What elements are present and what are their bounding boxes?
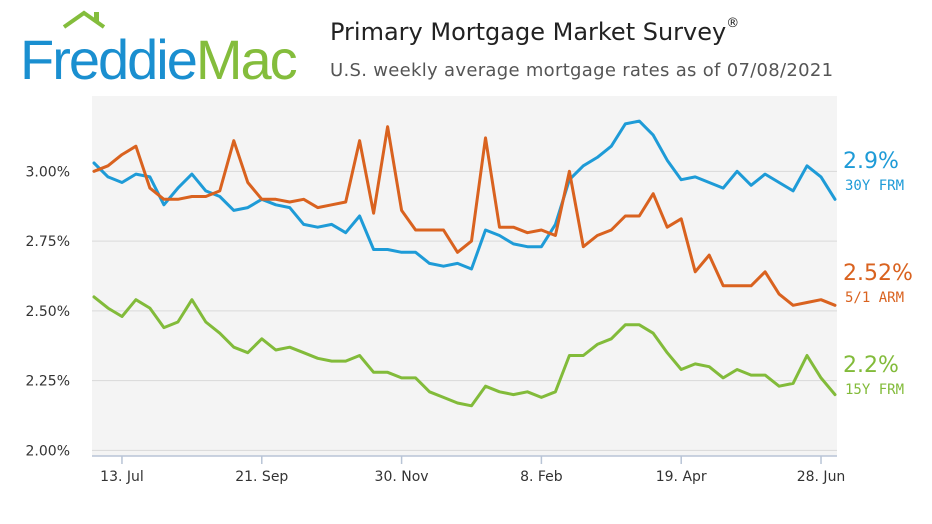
end-value-label: 2.52% (843, 261, 913, 286)
y-tick-label: 3.00% (26, 164, 70, 180)
logo-word-mac: Mac (195, 28, 298, 91)
end-value-label: 2.9% (843, 149, 899, 174)
end-value-label: 2.2% (843, 353, 899, 378)
chart-title: Primary Mortgage Market Survey® (330, 16, 740, 46)
y-axis: 2.00% 2.25% 2.50% 2.75% 3.00% (26, 164, 70, 459)
freddie-mac-logo: FreddieMac (16, 8, 316, 91)
y-tick-label: 2.00% (26, 443, 70, 459)
chart-title-text: Primary Mortgage Market Survey (330, 18, 727, 46)
plot-area (92, 96, 837, 456)
logo-wordmark: FreddieMac (20, 28, 298, 91)
series-line-30y-frm (92, 119, 837, 271)
x-tick-label: 28. Jun (797, 469, 846, 485)
y-tick-label: 2.75% (26, 234, 70, 250)
x-tick-label: 13. Jul (100, 469, 144, 485)
end-labels: 2.9% 30Y FRM 2.52% 5/1 ARM 2.2% 15Y FRM (843, 149, 913, 398)
house-roof-icon (62, 10, 106, 29)
x-tick-label: 30. Nov (375, 469, 429, 485)
series-name-label: 30Y FRM (845, 178, 904, 194)
series-name-label: 15Y FRM (845, 382, 904, 398)
series-name-label: 5/1 ARM (845, 290, 904, 306)
registered-mark: ® (726, 16, 740, 31)
x-tick-label: 19. Apr (656, 469, 707, 485)
y-tick-label: 2.50% (26, 304, 70, 320)
grid-lines (92, 170, 837, 451)
series-line-5-1-arm (92, 125, 837, 307)
end-label-group: 2.9% 30Y FRM (843, 149, 904, 194)
x-axis: 13. Jul 21. Sep 30. Nov 8. Feb 19. Apr 28. Ju… (92, 455, 846, 485)
series-line-15y-frm (92, 295, 837, 408)
end-label-group: 2.2% 15Y FRM (843, 353, 904, 398)
x-tick-label: 21. Sep (235, 469, 288, 485)
end-label-group: 2.52% 5/1 ARM (843, 261, 913, 306)
logo-word-freddie: Freddie (20, 28, 198, 91)
y-tick-label: 2.25% (26, 374, 70, 390)
x-tick-label: 8. Feb (520, 469, 563, 485)
chart-subtitle: U.S. weekly average mortgage rates as of… (330, 60, 834, 81)
series-lines (92, 119, 837, 408)
